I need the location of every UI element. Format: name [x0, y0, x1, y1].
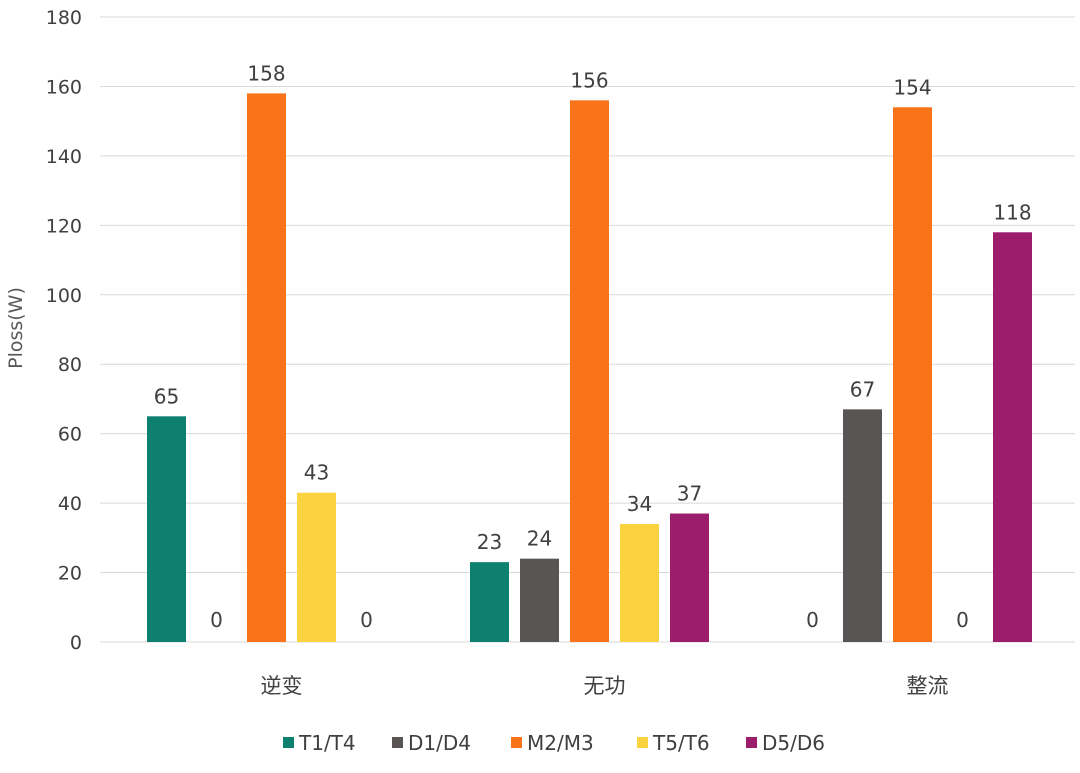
legend-swatch [511, 737, 522, 748]
legend-swatch [746, 737, 757, 748]
data-label-T1-T4-1: 65 [154, 384, 179, 408]
y-tick-label: 100 [46, 285, 82, 307]
y-tick-label: 180 [46, 7, 82, 29]
x-category-label: 无功 [584, 674, 626, 698]
bar-D1-D4-2 [520, 558, 559, 642]
data-label-M2-M3-3: 154 [893, 75, 931, 99]
data-label-T1-T4-2: 23 [477, 530, 502, 554]
y-tick-label: 0 [70, 632, 82, 654]
legend-swatch [392, 737, 403, 748]
data-label-D1-D4-1: 0 [210, 608, 223, 632]
legend-label: T1/T4 [298, 731, 356, 755]
data-label-T5-T6-2: 34 [627, 492, 652, 516]
y-tick-label: 160 [46, 76, 82, 98]
data-label-M2-M3-2: 156 [570, 68, 608, 92]
y-tick-label: 40 [58, 493, 82, 515]
data-label-T5-T6-3: 0 [956, 608, 969, 632]
legend-swatch [637, 737, 648, 748]
data-label-T1-T4-3: 0 [806, 608, 819, 632]
x-axis-categories: 逆变 无功 整流 [261, 674, 949, 698]
bars [147, 93, 1032, 643]
legend-label: D1/D4 [408, 731, 471, 755]
bar-M2-M3-3 [893, 107, 932, 643]
legend-item-T1-T4: T1/T4 [283, 731, 356, 755]
legend-swatch [283, 737, 294, 748]
data-label-D1-D4-3: 67 [850, 377, 875, 401]
bar-T5-T6-2 [620, 523, 659, 642]
data-label-D5-D6-2: 37 [677, 482, 702, 506]
legend-item-D5-D6: D5/D6 [746, 731, 825, 755]
data-label-T5-T6-1: 43 [304, 461, 329, 485]
bar-T1-T4-2 [470, 562, 509, 642]
legend-item-M2-M3: M2/M3 [511, 731, 594, 755]
y-tick-label: 60 [58, 424, 82, 446]
y-tick-label: 20 [58, 563, 82, 585]
bar-T1-T4-1 [147, 416, 186, 642]
y-axis-ticks: 0 20 40 60 80 100 120 140 160 180 [46, 7, 82, 654]
y-tick-label: 140 [46, 146, 82, 168]
data-label-M2-M3-1: 158 [247, 61, 285, 85]
x-category-label: 整流 [907, 674, 949, 698]
y-tick-label: 120 [46, 215, 82, 237]
data-labels: 65 0 158 43 0 23 24 156 34 37 0 67 154 0 118 [154, 61, 1032, 632]
y-axis-title: Ploss(W) [5, 287, 27, 369]
data-label-D5-D6-3: 118 [993, 200, 1031, 224]
y-tick-label: 80 [58, 354, 82, 376]
legend-item-D1-D4: D1/D4 [392, 731, 471, 755]
legend-label: M2/M3 [527, 731, 594, 755]
bar-D5-D6-2 [670, 513, 709, 642]
bar-D5-D6-3 [993, 232, 1032, 642]
bar-T5-T6-1 [297, 492, 336, 642]
legend: T1/T4 D1/D4 M2/M3 T5/T6 D5/D6 [283, 731, 825, 755]
legend-label: T5/T6 [652, 731, 710, 755]
legend-label: D5/D6 [762, 731, 825, 755]
data-label-D5-D6-1: 0 [360, 608, 373, 632]
bar-D1-D4-3 [843, 409, 882, 642]
bar-M2-M3-1 [247, 93, 286, 642]
legend-item-T5-T6: T5/T6 [637, 731, 710, 755]
data-label-D1-D4-2: 24 [527, 527, 552, 551]
x-category-label: 逆变 [261, 674, 303, 698]
bar-M2-M3-2 [570, 100, 609, 643]
